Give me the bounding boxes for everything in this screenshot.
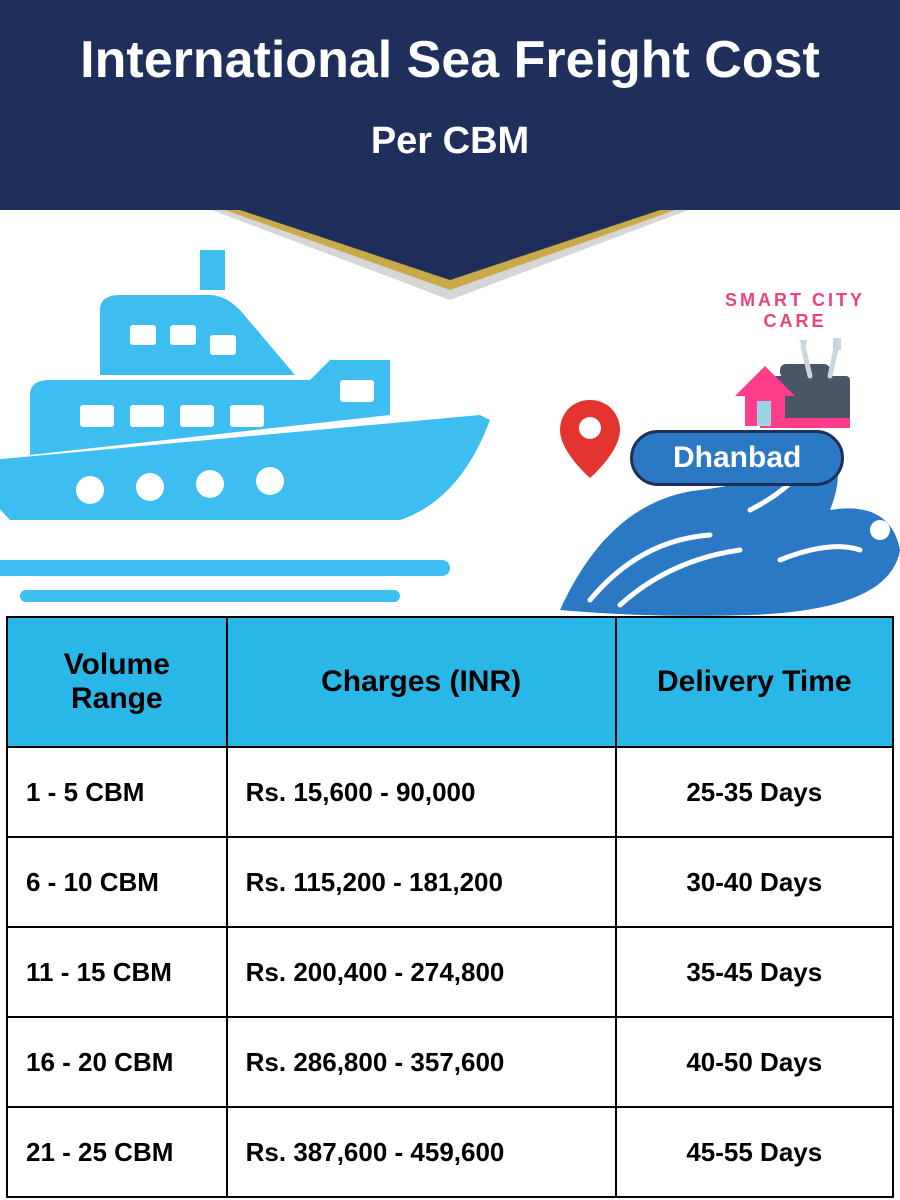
col-volume-range: Volume Range [7,617,227,747]
table-row: 6 - 10 CBM Rs. 115,200 - 181,200 30-40 D… [7,837,893,927]
col-charges: Charges (INR) [227,617,616,747]
col-delivery-time: Delivery Time [616,617,893,747]
col-label: Volume Range [64,648,170,715]
col-label: Delivery Time [657,665,852,698]
table-header-row: Volume Range Charges (INR) Delivery Time [7,617,893,747]
cell-charges: Rs. 286,800 - 357,600 [227,1017,616,1107]
page-subtitle: Per CBM [0,120,900,163]
location-pin-icon [560,400,620,485]
cell-delivery: 35-45 Days [616,927,893,1017]
freight-cost-table: Volume Range Charges (INR) Delivery Time… [6,616,894,1198]
location-label: Dhanbad [630,430,844,486]
table-body: 1 - 5 CBM Rs. 15,600 - 90,000 25-35 Days… [7,747,893,1197]
cell-delivery: 45-55 Days [616,1107,893,1197]
page-title: International Sea Freight Cost [0,30,900,90]
cell-charges: Rs. 387,600 - 459,600 [227,1107,616,1197]
cell-volume: 21 - 25 CBM [7,1107,227,1197]
table-row: 11 - 15 CBM Rs. 200,400 - 274,800 35-45 … [7,927,893,1017]
cell-charges: Rs. 200,400 - 274,800 [227,927,616,1017]
col-label: Charges (INR) [321,665,521,698]
table-row: 21 - 25 CBM Rs. 387,600 - 459,600 45-55 … [7,1107,893,1197]
cell-volume: 11 - 15 CBM [7,927,227,1017]
table-row: 1 - 5 CBM Rs. 15,600 - 90,000 25-35 Days [7,747,893,837]
cell-volume: 16 - 20 CBM [7,1017,227,1107]
brand-text: SMART CITY CARE [690,290,900,332]
cell-delivery: 25-35 Days [616,747,893,837]
cell-volume: 1 - 5 CBM [7,747,227,837]
cell-volume: 6 - 10 CBM [7,837,227,927]
brand-logo-icon [725,336,865,436]
table-row: 16 - 20 CBM Rs. 286,800 - 357,600 40-50 … [7,1017,893,1107]
cell-delivery: 30-40 Days [616,837,893,927]
cell-charges: Rs. 15,600 - 90,000 [227,747,616,837]
brand-badge: SMART CITY CARE [690,290,900,441]
cell-charges: Rs. 115,200 - 181,200 [227,837,616,927]
cell-delivery: 40-50 Days [616,1017,893,1107]
